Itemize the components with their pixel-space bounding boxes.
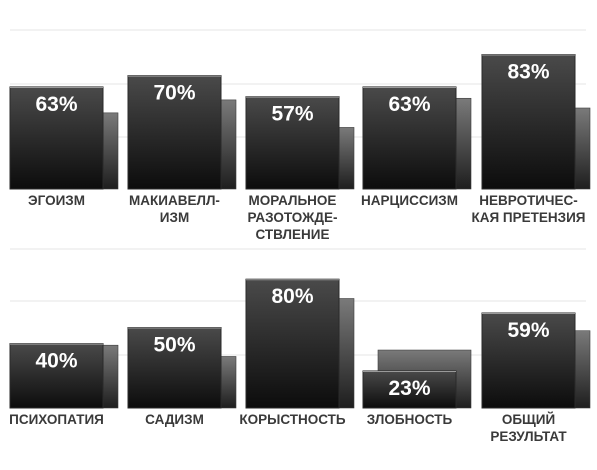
category-label: НАРЦИССИЗМ bbox=[361, 193, 458, 208]
data-label: 83% bbox=[507, 61, 549, 84]
data-label: 59% bbox=[507, 319, 549, 342]
bar bbox=[9, 343, 104, 409]
data-label: 40% bbox=[35, 350, 77, 373]
bar bbox=[245, 278, 340, 409]
data-label: 70% bbox=[153, 82, 195, 105]
bar bbox=[127, 327, 222, 409]
category-label: ПСИХОПАТИЯ bbox=[9, 412, 104, 427]
data-label: 63% bbox=[388, 93, 430, 116]
data-label: 23% bbox=[388, 377, 430, 400]
category-label: КОРЫСТНОСТЬ bbox=[239, 412, 346, 427]
category-label: САДИЗМ bbox=[145, 412, 204, 427]
data-label: 57% bbox=[271, 103, 313, 126]
category-label: МОРАЛЬНОЕ РАЗОТОЖДЕ-СТВЛЕНИЕ bbox=[248, 193, 338, 242]
bar bbox=[245, 96, 340, 190]
chart-panel-1: 63% ЭГОИЗМ 70% МАКИАВЕЛЛ-ИЗМ 57% МОРАЛЬНОЕ РАЗ… bbox=[9, 29, 591, 242]
data-label: 80% bbox=[271, 285, 313, 308]
data-label: 63% bbox=[35, 93, 77, 116]
bar bbox=[362, 370, 457, 409]
category-label: ЗЛОБНОСТЬ bbox=[367, 412, 453, 427]
chart-panel-2: 40% ПСИХОПАТИЯ 50% САДИЗМ 80% КОРЫСТНОСТЬ 23% З… bbox=[9, 248, 591, 444]
bar bbox=[127, 75, 222, 190]
category-label: МАКИАВЕЛЛ-ИЗМ bbox=[129, 193, 220, 225]
category-label: НЕВРОТИЧЕС-КАЯ ПРЕТЕНЗИЯ bbox=[471, 193, 585, 225]
category-label: ЭГОИЗМ bbox=[28, 193, 85, 208]
data-label: 50% bbox=[153, 334, 195, 357]
bar bbox=[9, 86, 104, 190]
bar bbox=[362, 86, 457, 190]
category-label: ОБЩИЙ РЕЗУЛЬТАТ bbox=[490, 412, 567, 444]
bar bbox=[481, 312, 576, 409]
bar bbox=[481, 54, 576, 190]
